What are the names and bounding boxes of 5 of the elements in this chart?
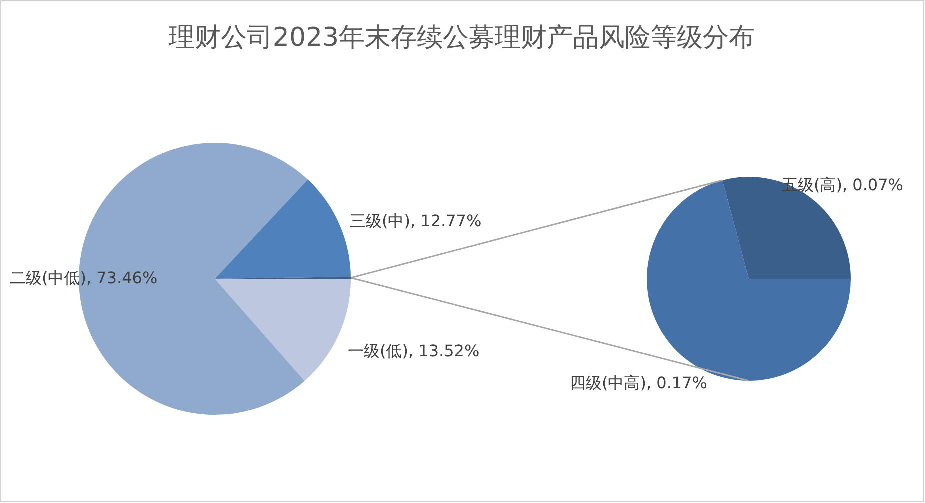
slice-label: 二级(中低), 73.46% <box>10 268 158 288</box>
slice-label: 一级(低), 13.52% <box>348 341 480 360</box>
slice-label: 四级(中高), 0.17% <box>570 373 708 392</box>
slice-label: 三级(中), 12.77% <box>350 211 482 230</box>
chart-title: 理财公司2023年末存续公募理财产品风险等级分布 <box>168 23 756 53</box>
